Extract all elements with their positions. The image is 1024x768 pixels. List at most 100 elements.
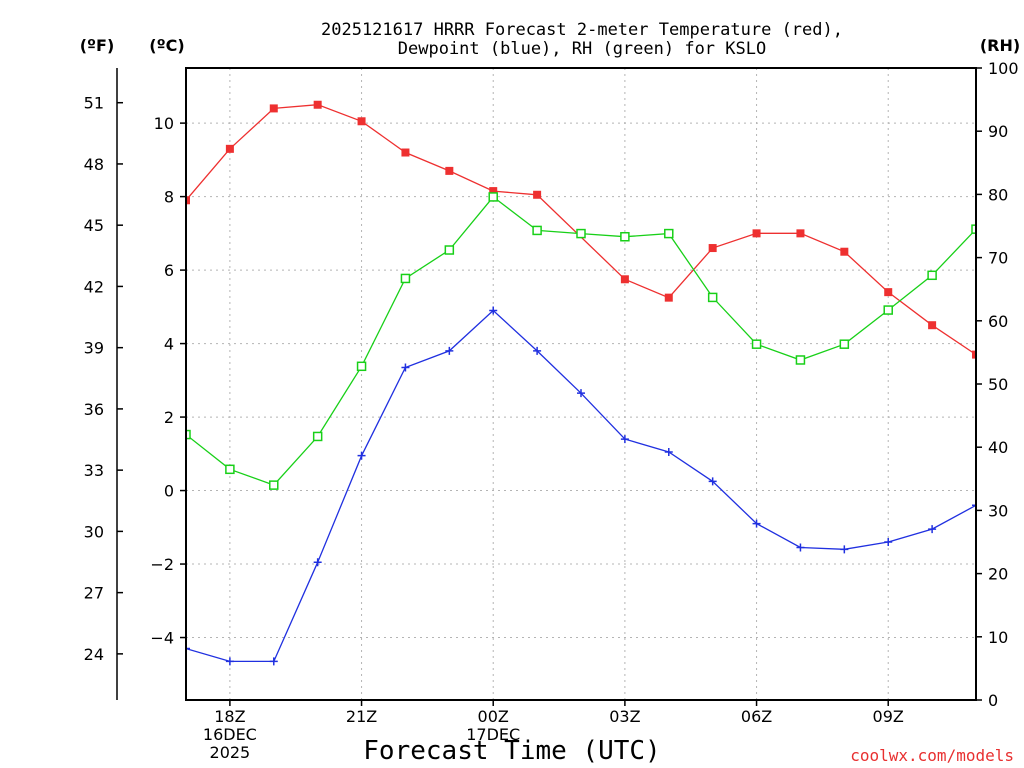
temperature-point (752, 229, 761, 238)
temperature-point (796, 229, 805, 238)
rh-point (532, 225, 542, 236)
x-tick-label: 09Z (873, 707, 904, 726)
x-tick-label: 2025 (210, 743, 251, 762)
rh-tick-label: 50 (988, 375, 1008, 394)
rh-point (576, 228, 586, 239)
rh-tick-label: 90 (988, 122, 1008, 141)
dewpoint-point (752, 519, 761, 528)
temperature-point (928, 321, 937, 330)
rh-tick-label: 10 (988, 628, 1008, 647)
dewpoint-point (445, 346, 454, 355)
temperature-point (445, 166, 454, 175)
dewpoint-point (533, 346, 542, 355)
celsius-tick-label: 0 (164, 482, 174, 501)
dewpoint-point (577, 389, 585, 398)
rh-point (620, 231, 630, 242)
credit-text: coolwx.com/models (850, 746, 1014, 765)
temperature-point (269, 104, 278, 113)
dewpoint-point (840, 545, 849, 554)
labels-layer: 2025121617 HRRR Forecast 2-meter Tempera… (80, 20, 1020, 766)
x-tick-label: 18Z (214, 707, 245, 726)
rh-point (707, 292, 718, 303)
rh-tick-label: 0 (988, 691, 998, 710)
fahrenheit-tick-label: 42 (84, 277, 104, 296)
dewpoint-point (620, 435, 629, 444)
dewpoint-point (796, 543, 805, 552)
dewpoint-point (225, 657, 234, 666)
rh-point (269, 480, 279, 490)
rh-point (186, 429, 191, 440)
dewpoint-point (401, 363, 410, 372)
dewpoint-point (928, 525, 937, 534)
rh-tick-label: 80 (988, 185, 1008, 204)
fahrenheit-unit-label: (ºF) (80, 36, 115, 55)
rh-point (795, 355, 806, 365)
fahrenheit-tick-label: 36 (84, 400, 104, 419)
fahrenheit-tick-label: 45 (84, 216, 104, 235)
celsius-tick-label: −2 (150, 555, 174, 574)
rh-point (971, 224, 976, 234)
rh-point (927, 270, 937, 281)
fahrenheit-tick-label: 27 (84, 584, 104, 603)
celsius-tick-label: 4 (164, 335, 174, 354)
celsius-unit-label: (ºC) (149, 36, 184, 55)
series-clip-group (186, 100, 976, 666)
dewpoint-point (489, 306, 498, 315)
rh-point (312, 431, 323, 442)
celsius-tick-label: −4 (150, 629, 174, 648)
temperature-point (533, 190, 542, 199)
fahrenheit-tick-label: 51 (84, 94, 104, 113)
rh-point (839, 339, 850, 349)
x-tick-label: 06Z (741, 707, 772, 726)
temperature-point (401, 148, 410, 157)
rh-unit-label: (RH) (980, 36, 1020, 55)
rh-point (225, 464, 235, 475)
temperature-point (620, 275, 629, 284)
dewpoint-line (186, 309, 976, 663)
rh-point (883, 305, 893, 315)
temperature-point (840, 247, 849, 256)
celsius-tick-label: 2 (164, 408, 174, 427)
celsius-tick-label: 8 (164, 188, 174, 207)
chart-title-line1: 2025121617 HRRR Forecast 2-meter Tempera… (321, 20, 843, 40)
temperature-point (972, 350, 976, 359)
rh-line (186, 196, 976, 486)
temperature-point (186, 196, 190, 205)
rh-tick-label: 100 (988, 59, 1019, 78)
dewpoint-point (357, 451, 366, 460)
fahrenheit-tick-label: 39 (84, 339, 104, 358)
rh-point (488, 192, 498, 202)
x-axis-title: Forecast Time (UTC) (363, 736, 660, 766)
dewpoint-point (708, 477, 717, 486)
rh-tick-label: 30 (988, 501, 1008, 520)
x-tick-label: 16DEC (203, 725, 257, 744)
series-layer (186, 100, 976, 666)
x-tick-label: 17DEC (466, 725, 520, 744)
axes-layer (116, 67, 982, 706)
rh-tick-label: 40 (988, 438, 1008, 457)
fahrenheit-tick-label: 30 (84, 522, 104, 541)
x-tick-label: 21Z (346, 707, 377, 726)
plot-frame (185, 67, 977, 701)
temperature-point (225, 144, 234, 153)
chart-title-line2: Dewpoint (blue), RH (green) for KSLO (398, 39, 766, 59)
temperature-point (884, 288, 893, 297)
celsius-tick-label: 6 (164, 261, 174, 280)
dewpoint-point (186, 644, 190, 653)
dewpoint-point (972, 501, 976, 510)
fahrenheit-tick-label: 33 (84, 461, 104, 480)
x-tick-label: 00Z (478, 707, 509, 726)
rh-tick-label: 60 (988, 312, 1008, 331)
fahrenheit-tick-label: 24 (84, 645, 104, 664)
rh-point (356, 361, 367, 372)
rh-point (444, 245, 455, 255)
temperature-point (708, 244, 717, 253)
dewpoint-point (884, 538, 893, 546)
temperature-point (313, 100, 322, 109)
dewpoint-point (664, 447, 673, 456)
dewpoint-point (269, 657, 278, 666)
rh-point (751, 339, 762, 349)
rh-tick-label: 70 (988, 249, 1008, 268)
rh-point (400, 273, 411, 284)
